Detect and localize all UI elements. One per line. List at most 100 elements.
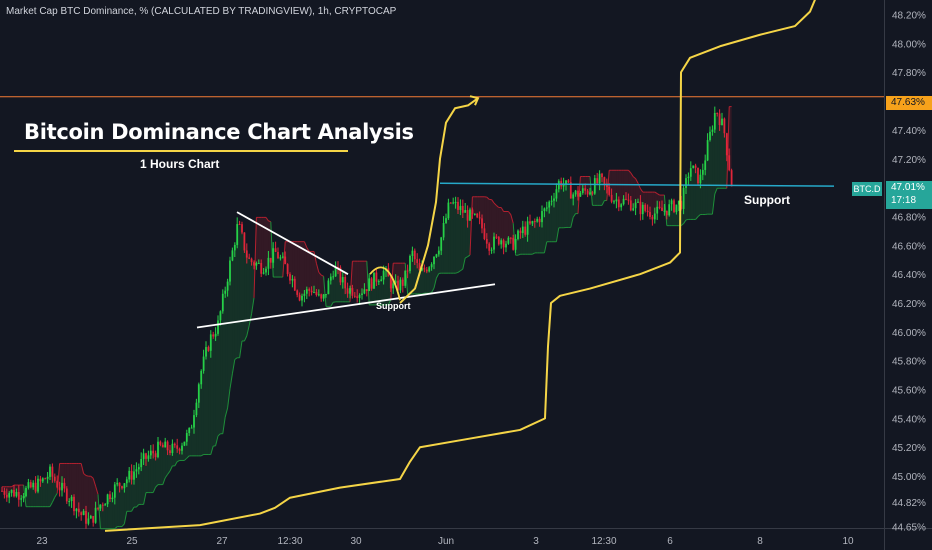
candle-body — [334, 266, 337, 277]
candle-body — [380, 279, 383, 282]
trend-band-fill — [189, 427, 192, 456]
trend-band-fill — [76, 463, 79, 511]
candle-body — [356, 296, 359, 299]
candle-body — [188, 427, 191, 434]
candle-body — [49, 466, 51, 477]
trend-band-fill — [220, 302, 223, 434]
candle-body — [615, 199, 618, 202]
candle-body — [478, 217, 481, 219]
candle-body — [111, 497, 114, 500]
candle-body — [457, 201, 459, 210]
trend-band-fill — [683, 183, 686, 224]
x-tick-label: 10 — [842, 536, 854, 547]
trend-band-fill — [239, 224, 242, 358]
candle-body — [634, 202, 637, 209]
candle-body — [310, 290, 313, 293]
trend-band-fill — [78, 463, 82, 514]
candle-body — [317, 294, 320, 296]
trend-band-fill — [302, 241, 305, 299]
candle-body — [725, 133, 728, 156]
candle-body — [5, 494, 8, 498]
candle-body — [651, 216, 654, 220]
trend-band-fill — [462, 209, 466, 270]
trend-band-fill — [714, 113, 718, 195]
candle-body — [711, 129, 714, 132]
candle-body — [8, 493, 11, 498]
candle-body — [209, 334, 212, 351]
candle-body — [164, 441, 167, 448]
candle-body — [197, 384, 200, 403]
trend-band-fill — [4, 486, 7, 497]
candle-body — [123, 483, 126, 489]
candle-body — [118, 482, 121, 487]
candle-body — [404, 270, 407, 286]
trend-band-line — [186, 455, 190, 459]
trend-band-line — [268, 220, 271, 223]
trend-band-line — [726, 106, 730, 189]
candle-body — [670, 200, 673, 205]
trend-band-line — [123, 511, 128, 524]
trend-band-fill — [143, 456, 146, 505]
trend-band-line — [85, 474, 89, 477]
trend-band-line — [231, 359, 236, 374]
candle-body — [524, 226, 527, 235]
candle-body — [257, 262, 260, 264]
trend-band-line — [306, 247, 310, 252]
trend-band-line — [421, 292, 425, 295]
candle-body — [262, 272, 265, 274]
projection-curve — [104, 0, 816, 532]
candle-body — [25, 487, 27, 497]
candle-body — [325, 294, 327, 296]
candle-body — [565, 180, 567, 185]
candle-body — [77, 508, 80, 513]
trend-band-fill — [81, 463, 84, 514]
candle-body — [152, 450, 155, 454]
trend-band-fill — [167, 445, 170, 475]
candle-body — [473, 213, 476, 215]
candle-body — [212, 334, 215, 337]
candle-body — [375, 272, 378, 282]
trend-band-line — [318, 271, 322, 276]
candle-body — [469, 209, 471, 221]
trend-band-fill — [71, 463, 74, 504]
trend-band-fill — [501, 207, 504, 244]
trend-band-fill — [88, 476, 91, 522]
candle-body — [313, 292, 315, 294]
trend-band-fill — [702, 165, 706, 215]
candle-body — [656, 206, 659, 214]
trend-band-fill — [299, 241, 302, 299]
candle-body — [267, 257, 270, 269]
candle-body — [682, 187, 685, 209]
candle-body — [315, 292, 318, 295]
trend-band-fill — [150, 451, 154, 493]
candle-body — [689, 168, 692, 177]
trend-band-fill — [206, 348, 209, 455]
trend-band-fill — [582, 176, 586, 191]
trend-band-fill — [227, 271, 230, 408]
analysis-title: Bitcoin Dominance Chart Analysis — [24, 120, 414, 144]
trend-band-line — [330, 302, 334, 307]
candle-body — [550, 200, 553, 202]
candle-body — [109, 494, 111, 500]
trend-band-fill — [280, 256, 283, 278]
projection-arrowhead — [469, 95, 480, 106]
candle-body — [224, 290, 227, 294]
candle-body — [229, 260, 231, 282]
trend-band-line — [486, 196, 490, 200]
trend-band-fill — [297, 241, 300, 298]
candle-body — [166, 441, 169, 451]
candle-body — [543, 208, 546, 212]
trend-band-line — [656, 193, 660, 196]
candle-body — [639, 201, 642, 215]
candle-body — [142, 453, 145, 460]
candle-body — [140, 459, 143, 468]
trend-band-fill — [465, 211, 468, 259]
trend-band-line — [121, 523, 125, 527]
trend-band-line — [282, 241, 286, 278]
trend-band-line — [714, 188, 718, 195]
trend-band-fill — [722, 121, 725, 189]
candle-body — [75, 508, 78, 512]
last-price-tag: 47.01% 17:18 — [886, 181, 932, 209]
trend-band-fill — [138, 463, 142, 505]
